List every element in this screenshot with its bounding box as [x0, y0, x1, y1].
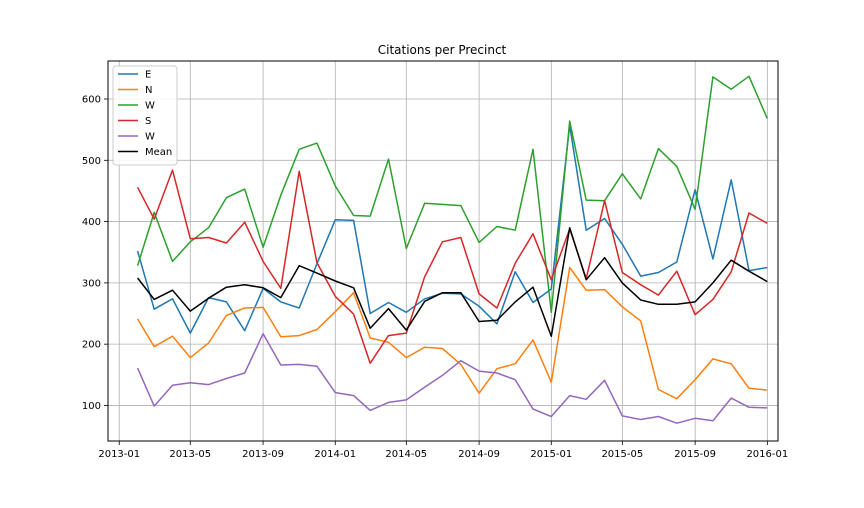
x-tick-label: 2015-05 [601, 449, 643, 460]
x-tick-label: 2016-01 [746, 449, 788, 460]
series-line-2 [136, 75, 768, 314]
legend-label: S [145, 116, 151, 127]
legend-label: N [145, 85, 152, 96]
x-tick-label: 2015-09 [674, 449, 716, 460]
series-line-1 [136, 266, 768, 400]
x-tick-label: 2013-01 [98, 449, 140, 460]
x-tick-label: 2014-09 [458, 449, 500, 460]
legend-label: W [145, 132, 155, 143]
x-tick-label: 2014-05 [385, 449, 427, 460]
x-tick-label: 2013-09 [242, 449, 284, 460]
legend-box [112, 65, 178, 166]
grid-lines [108, 61, 778, 441]
series-lines [136, 75, 768, 424]
legend-label: E [145, 70, 151, 81]
x-tick-label: 2014-01 [314, 449, 356, 460]
series-line-5 [137, 226, 768, 337]
y-tick-label: 400 [82, 217, 101, 228]
y-tick-label: 300 [82, 278, 101, 289]
plot-area-frame [107, 60, 779, 442]
y-tick-label: 200 [82, 340, 101, 351]
y-tick-label: 500 [82, 156, 101, 167]
legend-label: Mean [145, 147, 172, 158]
y-tick-label: 100 [82, 401, 101, 412]
legend-label: W [145, 101, 155, 112]
series-line-0 [136, 124, 768, 334]
x-tick-label: 2013-05 [169, 449, 211, 460]
x-tick-label: 2015-01 [530, 449, 572, 460]
series-line-3 [136, 169, 768, 364]
y-tick-label: 600 [82, 95, 101, 106]
x-axis: 2013-01 2013-05 2013-09 2014-01 2014-05 2014-… [98, 441, 788, 460]
y-axis: 100 200 300 400 500 600 [82, 95, 108, 412]
series-line-4 [136, 332, 768, 424]
chart-title: Citations per Precinct [378, 43, 507, 57]
